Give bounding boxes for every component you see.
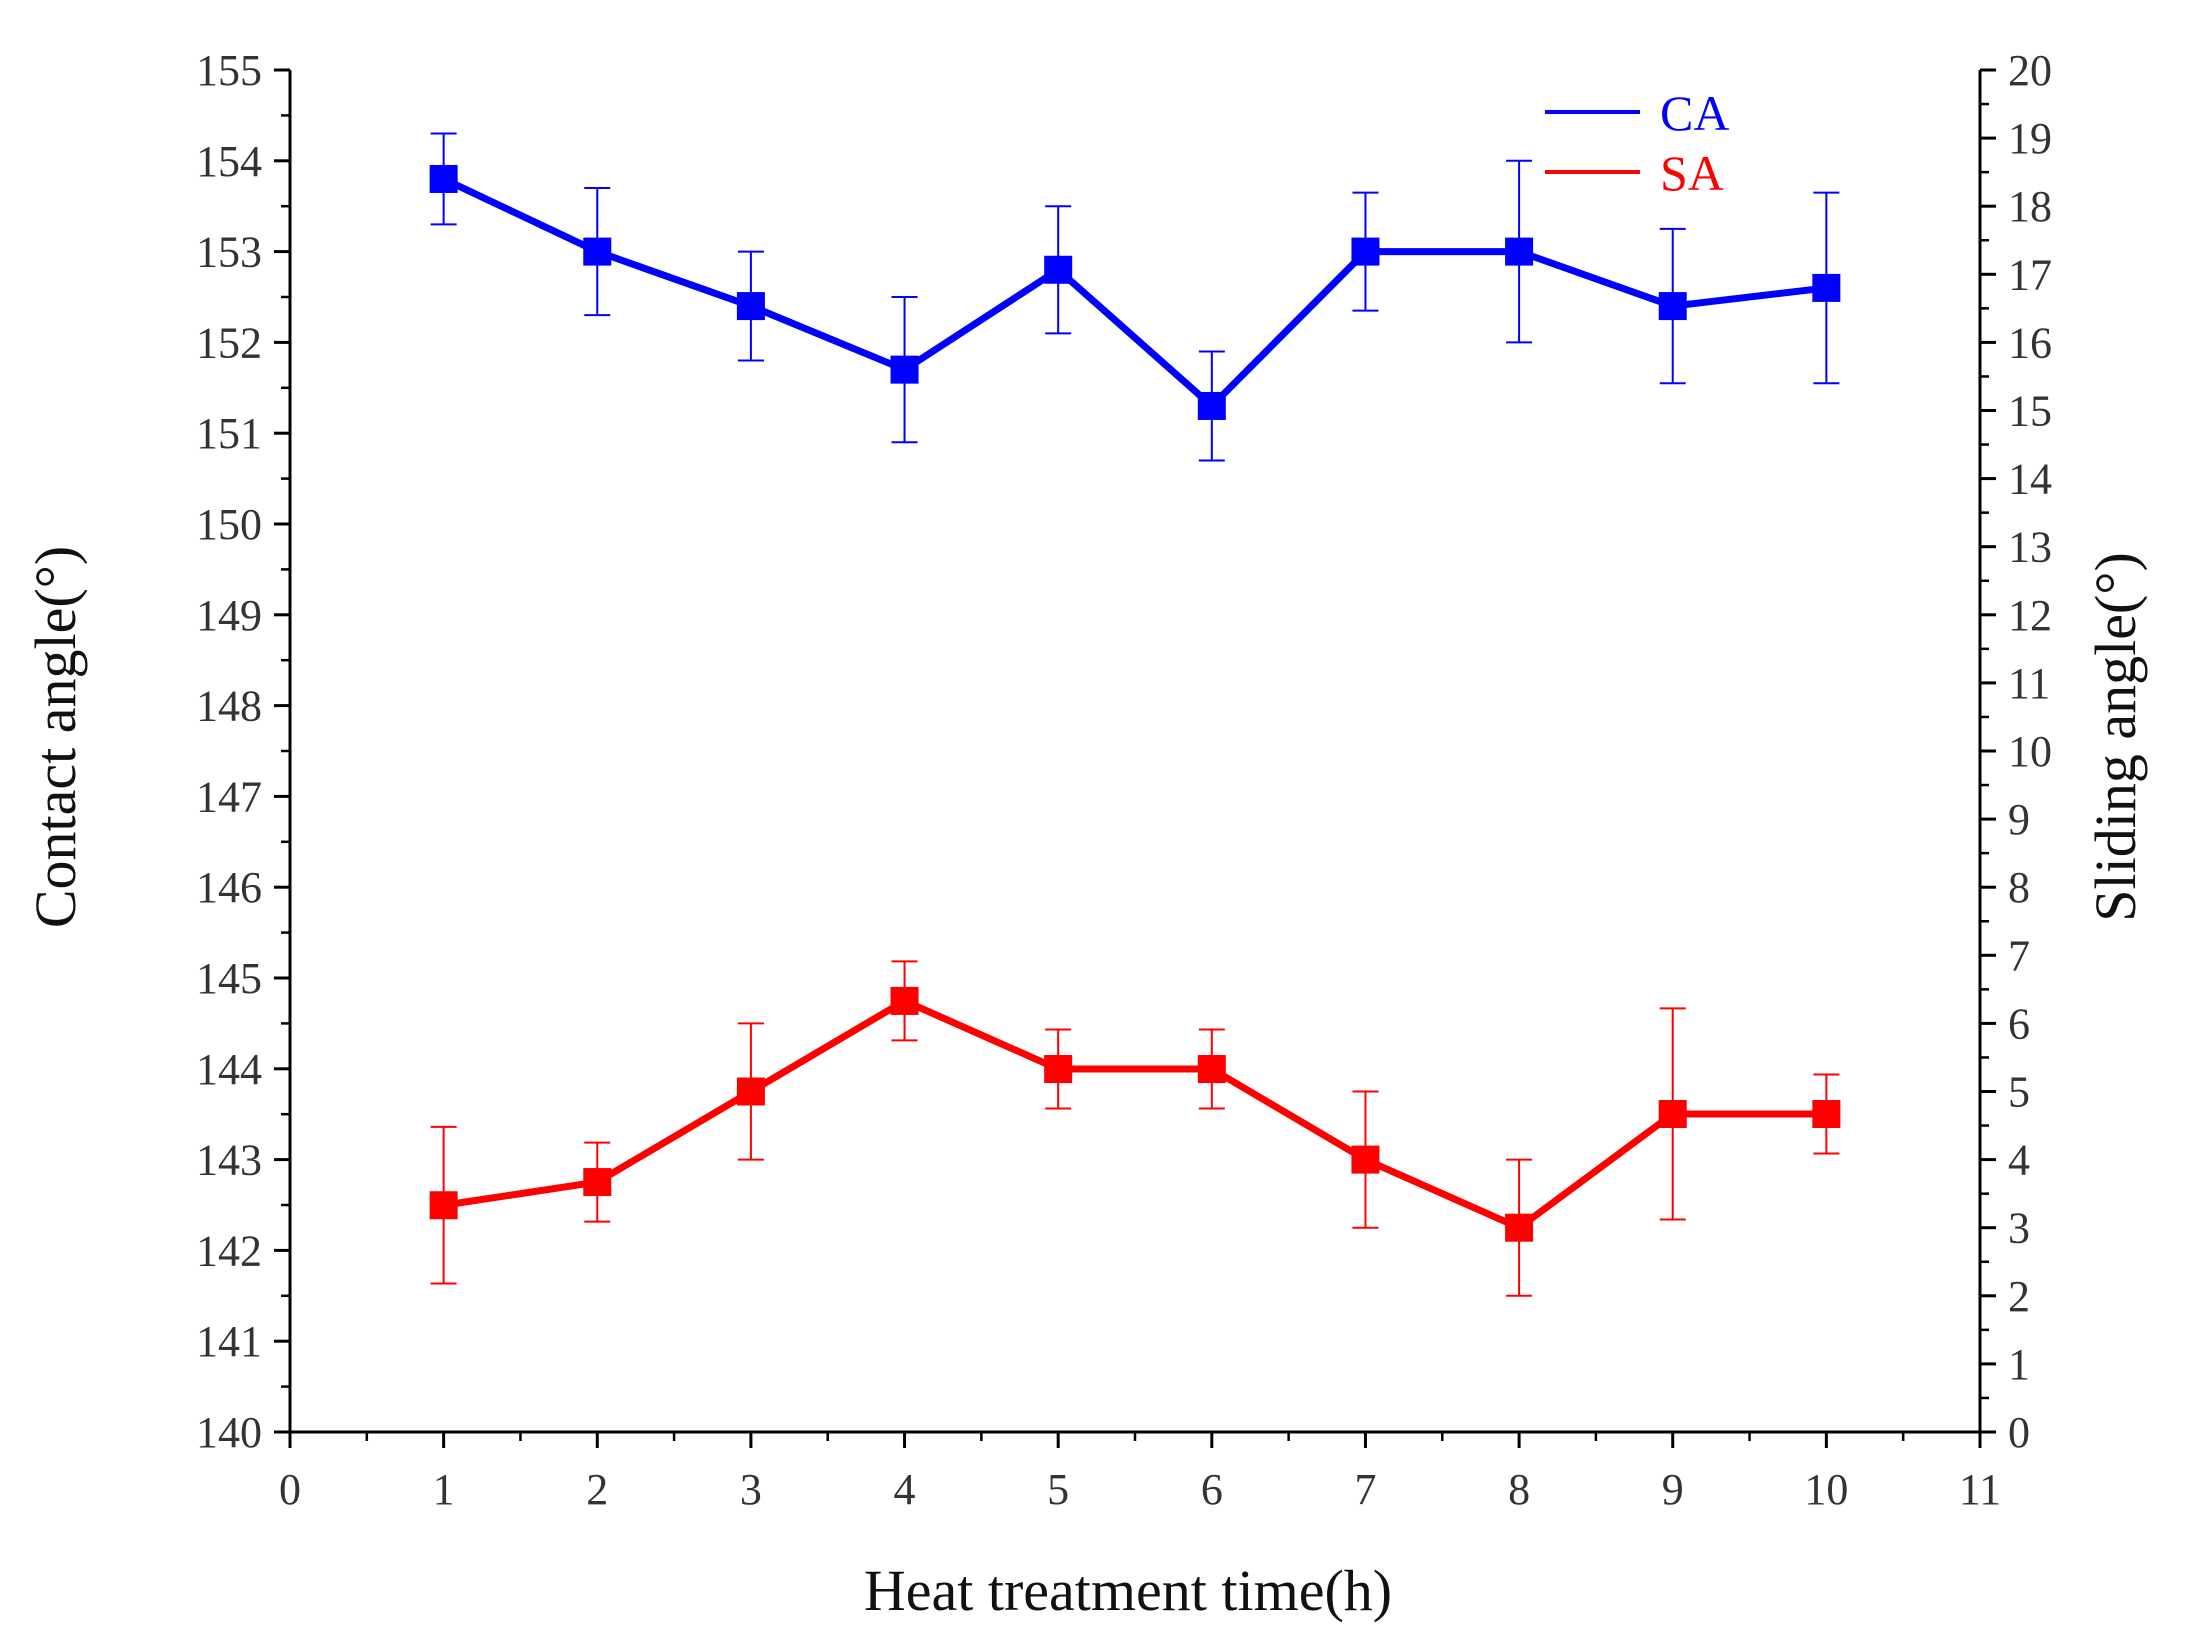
y-left-tick-label: 149 bbox=[196, 591, 262, 640]
y-right-tick-label: 1 bbox=[2008, 1340, 2030, 1389]
y-right-tick-label: 4 bbox=[2008, 1136, 2030, 1185]
sa-point bbox=[890, 986, 919, 1015]
y-right-tick-label: 7 bbox=[2008, 931, 2030, 980]
y-right-tick-label: 11 bbox=[2008, 659, 2050, 708]
ca-point bbox=[1812, 273, 1841, 302]
y-left-tick-label: 145 bbox=[196, 954, 262, 1003]
sa-point bbox=[1351, 1145, 1380, 1174]
sa-point bbox=[1812, 1099, 1841, 1128]
sa-point bbox=[429, 1191, 458, 1220]
y-left-axis-title: Contact angle(°) bbox=[23, 546, 88, 928]
x-tick-label: 8 bbox=[1508, 1465, 1530, 1514]
y-left-tick-label: 153 bbox=[196, 228, 262, 277]
y-left-tick-label: 144 bbox=[196, 1045, 262, 1094]
series-sa bbox=[429, 960, 1841, 1297]
ca-point bbox=[1044, 255, 1073, 284]
sa-point bbox=[736, 1077, 765, 1106]
x-tick-label: 5 bbox=[1047, 1465, 1069, 1514]
x-axis-title: Heat treatment time(h) bbox=[864, 1558, 1392, 1623]
y-right-tick-label: 16 bbox=[2008, 318, 2052, 367]
ca-point bbox=[736, 292, 765, 321]
y-right-tick-label: 17 bbox=[2008, 250, 2052, 299]
sa-point bbox=[1044, 1055, 1073, 1084]
ca-point bbox=[1197, 391, 1226, 420]
y-left-tick-label: 143 bbox=[196, 1136, 262, 1185]
ca-point bbox=[429, 164, 458, 193]
x-tick-label: 10 bbox=[1804, 1465, 1848, 1514]
sa-point bbox=[1658, 1099, 1687, 1128]
y-right-axis-title: Sliding angle(°) bbox=[2083, 552, 2148, 922]
y-right-tick-label: 0 bbox=[2008, 1408, 2030, 1457]
x-tick-label: 11 bbox=[1959, 1465, 2001, 1514]
y-left-tick-label: 151 bbox=[196, 409, 262, 458]
y-right-tick-label: 2 bbox=[2008, 1272, 2030, 1321]
y-right-tick-label: 14 bbox=[2008, 455, 2052, 504]
sa-point bbox=[1505, 1213, 1534, 1242]
y-right-tick-label: 3 bbox=[2008, 1204, 2030, 1253]
legend-sa-label: SA bbox=[1660, 145, 1724, 201]
ca-point bbox=[1505, 237, 1534, 266]
y-left-tick-label: 140 bbox=[196, 1408, 262, 1457]
x-tick-label: 6 bbox=[1201, 1465, 1223, 1514]
y-left-tick-label: 154 bbox=[196, 137, 262, 186]
y-right-tick-label: 18 bbox=[2008, 182, 2052, 231]
sa-point bbox=[583, 1168, 612, 1197]
ticks: 0 1 2 3 4 5 6 7 8 9 10 1114014114214314414514614714… bbox=[196, 46, 2052, 1514]
y-right-tick-label: 9 bbox=[2008, 795, 2030, 844]
ca-point bbox=[1351, 237, 1380, 266]
y-left-tick-label: 147 bbox=[196, 772, 262, 821]
x-tick-label: 3 bbox=[740, 1465, 762, 1514]
y-left-tick-label: 146 bbox=[196, 863, 262, 912]
series bbox=[429, 132, 1841, 1297]
y-left-tick-label: 142 bbox=[196, 1226, 262, 1275]
y-left-tick-label: 148 bbox=[196, 682, 262, 731]
ca-line bbox=[442, 175, 1827, 410]
y-right-tick-label: 20 bbox=[2008, 46, 2052, 95]
ca-point bbox=[1658, 292, 1687, 321]
y-right-tick-label: 5 bbox=[2008, 1068, 2030, 1117]
x-tick-label: 2 bbox=[586, 1465, 608, 1514]
y-right-tick-label: 10 bbox=[2008, 727, 2052, 776]
x-tick-label: 9 bbox=[1662, 1465, 1684, 1514]
axes bbox=[288, 70, 1982, 1434]
x-tick-label: 4 bbox=[894, 1465, 916, 1514]
y-right-tick-label: 8 bbox=[2008, 863, 2030, 912]
y-left-tick-label: 155 bbox=[196, 46, 262, 95]
y-right-tick-label: 19 bbox=[2008, 114, 2052, 163]
y-right-tick-label: 6 bbox=[2008, 999, 2030, 1048]
y-left-tick-label: 141 bbox=[196, 1317, 262, 1366]
x-tick-label: 7 bbox=[1354, 1465, 1376, 1514]
y-left-tick-label: 152 bbox=[196, 318, 262, 367]
y-right-tick-label: 12 bbox=[2008, 591, 2052, 640]
x-tick-label: 1 bbox=[433, 1465, 455, 1514]
ca-point bbox=[890, 355, 919, 384]
y-right-tick-label: 13 bbox=[2008, 523, 2052, 572]
sa-line bbox=[443, 997, 1827, 1232]
x-tick-label: 0 bbox=[279, 1465, 301, 1514]
series-ca bbox=[429, 132, 1841, 462]
y-left-tick-label: 150 bbox=[196, 500, 262, 549]
legend-ca-label: CA bbox=[1660, 85, 1729, 141]
sa-point bbox=[1197, 1055, 1226, 1084]
ca-point bbox=[583, 237, 612, 266]
y-right-tick-label: 15 bbox=[2008, 387, 2052, 436]
